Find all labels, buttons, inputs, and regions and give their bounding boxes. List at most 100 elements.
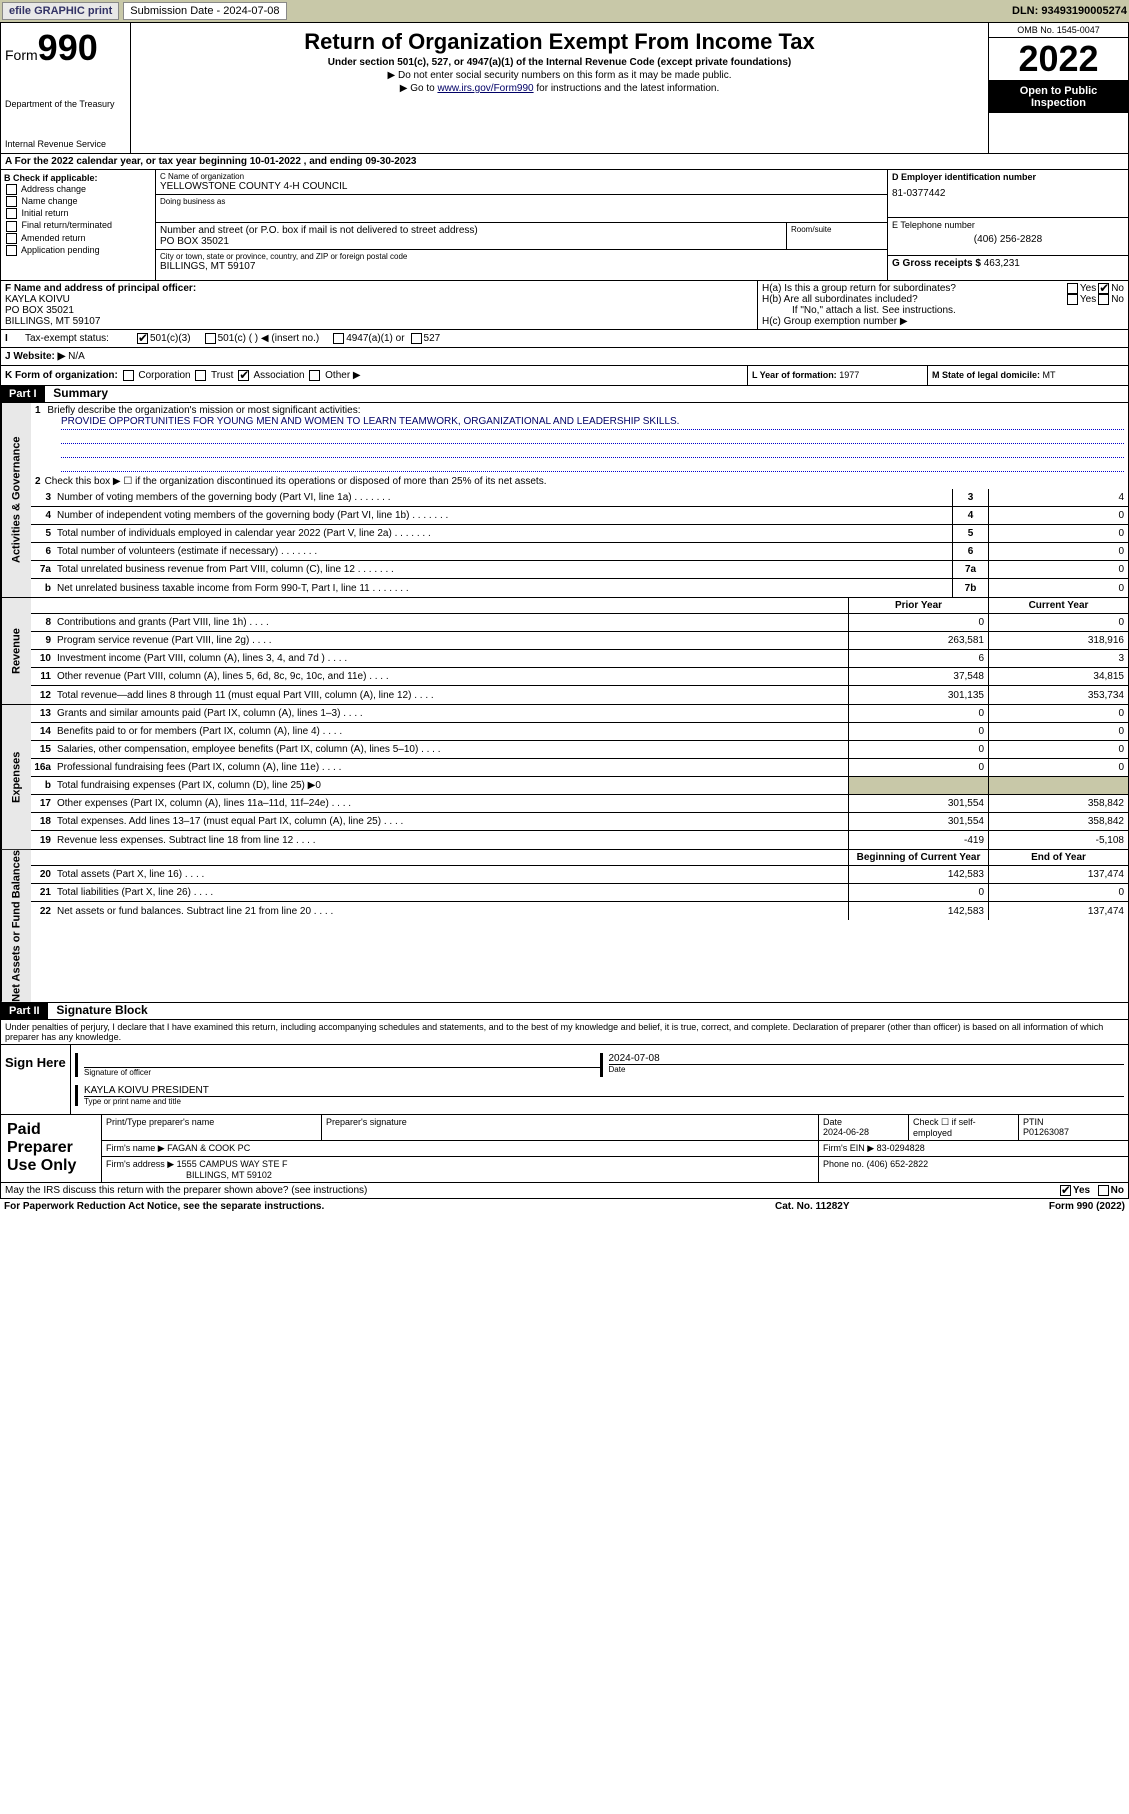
firm-addr-label: Firm's address ▶	[106, 1159, 174, 1169]
firm-phone: (406) 652-2822	[867, 1159, 929, 1169]
part2-badge: Part II	[1, 1003, 48, 1019]
chk-name-change[interactable]	[6, 196, 17, 207]
phone-label: E Telephone number	[892, 220, 1124, 230]
chk-501c3[interactable]	[137, 333, 148, 344]
hb-note: If "No," attach a list. See instructions…	[792, 305, 1124, 316]
officer-label: F Name and address of principal officer:	[5, 283, 753, 294]
tab-expenses: Expenses	[1, 705, 31, 849]
line-16a-text: Professional fundraising fees (Part IX, …	[55, 761, 848, 774]
paperwork-notice: For Paperwork Reduction Act Notice, see …	[4, 1201, 775, 1212]
suite-label: Room/suite	[787, 223, 887, 249]
current-year-hdr: Current Year	[988, 598, 1128, 613]
cat-no: Cat. No. 11282Y	[775, 1201, 975, 1212]
ha-no[interactable]	[1098, 283, 1109, 294]
line-8-text: Contributions and grants (Part VIII, lin…	[55, 616, 848, 629]
line-15-text: Salaries, other compensation, employee b…	[55, 743, 848, 756]
hc-label: H(c) Group exemption number ▶	[762, 316, 1124, 327]
line-6-text: Total number of volunteers (estimate if …	[55, 545, 952, 558]
domicile-label: M State of legal domicile:	[932, 370, 1040, 380]
city-label: City or town, state or province, country…	[160, 252, 883, 261]
revenue-section: Revenue Prior YearCurrent Year 8Contribu…	[0, 598, 1129, 705]
row-a-tax-year: A For the 2022 calendar year, or tax yea…	[0, 154, 1129, 170]
form-org-label: K Form of organization:	[5, 370, 118, 381]
line16b: Total fundraising expenses (Part IX, col…	[55, 779, 848, 792]
website-label: J Website: ▶	[5, 351, 65, 362]
part2-header-row: Part II Signature Block	[0, 1003, 1129, 1020]
section-b-title: B Check if applicable:	[4, 173, 152, 183]
street-value: PO BOX 35021	[160, 236, 782, 247]
website-value: N/A	[68, 351, 85, 362]
chk-assoc[interactable]	[238, 370, 249, 381]
dln: DLN: 93493190005274	[1012, 5, 1127, 17]
netassets-section: Net Assets or Fund Balances Beginning of…	[0, 850, 1129, 1003]
line-10-text: Investment income (Part VIII, column (A)…	[55, 652, 848, 665]
discuss-no[interactable]	[1098, 1185, 1109, 1196]
phone-value: (406) 256-2828	[892, 234, 1124, 245]
self-employed: Check ☐ if self-employed	[908, 1115, 1018, 1140]
irs-link[interactable]: www.irs.gov/Form990	[437, 83, 533, 94]
discuss-yes[interactable]	[1060, 1185, 1071, 1196]
efile-print-button[interactable]: efile GRAPHIC print	[2, 2, 119, 20]
chk-final-return[interactable]	[6, 221, 17, 232]
org-name-label: C Name of organization	[160, 172, 883, 181]
tab-revenue: Revenue	[1, 598, 31, 704]
row-j: J Website: ▶ N/A	[0, 348, 1129, 366]
ptin-label: PTIN	[1023, 1117, 1044, 1127]
chk-amended[interactable]	[6, 233, 17, 244]
chk-initial-return[interactable]	[6, 208, 17, 219]
tab-activities: Activities & Governance	[1, 403, 31, 597]
line-13-text: Grants and similar amounts paid (Part IX…	[55, 707, 848, 720]
ssn-note: ▶ Do not enter social security numbers o…	[137, 70, 982, 81]
activities-section: Activities & Governance 1 Briefly descri…	[0, 403, 1129, 598]
ha-label: H(a) Is this a group return for subordin…	[762, 283, 1065, 294]
chk-address-change[interactable]	[6, 184, 17, 195]
street-label: Number and street (or P.O. box if mail i…	[160, 225, 782, 236]
firm-name-label: Firm's name ▶	[106, 1143, 165, 1153]
org-name: YELLOWSTONE COUNTY 4-H COUNCIL	[160, 181, 883, 192]
dba-label: Doing business as	[156, 195, 887, 223]
hb-yes[interactable]	[1067, 294, 1078, 305]
chk-corp[interactable]	[123, 370, 134, 381]
part1-title: Summary	[47, 384, 114, 402]
discuss-text: May the IRS discuss this return with the…	[5, 1185, 1058, 1196]
prep-sig-label: Preparer's signature	[321, 1115, 818, 1140]
line-5-text: Total number of individuals employed in …	[55, 527, 952, 540]
sig-date-label: Date	[609, 1064, 1125, 1074]
section-b: B Check if applicable: Address change Na…	[1, 170, 156, 280]
ptin-value: P01263087	[1023, 1127, 1069, 1137]
city-value: BILLINGS, MT 59107	[160, 261, 883, 272]
domicile-value: MT	[1043, 370, 1056, 380]
mission-text: PROVIDE OPPORTUNITIES FOR YOUNG MEN AND …	[61, 416, 1124, 430]
prep-name-label: Print/Type preparer's name	[101, 1115, 321, 1140]
sig-date-value: 2024-07-08	[609, 1053, 1125, 1064]
chk-other[interactable]	[309, 370, 320, 381]
prior-year-hdr: Prior Year	[848, 598, 988, 613]
line-3-text: Number of voting members of the governin…	[55, 491, 952, 504]
topbar: efile GRAPHIC print Submission Date - 20…	[0, 0, 1129, 22]
firm-ein: 83-0294828	[877, 1143, 925, 1153]
ha-yes[interactable]	[1067, 283, 1078, 294]
officer-addr2: BILLINGS, MT 59107	[5, 316, 753, 327]
hb-no[interactable]	[1098, 294, 1109, 305]
tab-netassets: Net Assets or Fund Balances	[1, 850, 31, 1002]
ein-label: D Employer identification number	[892, 172, 1124, 182]
line-17-text: Other expenses (Part IX, column (A), lin…	[55, 797, 848, 810]
chk-app-pending[interactable]	[6, 245, 17, 256]
chk-527[interactable]	[411, 333, 422, 344]
open-to-public: Open to Public Inspection	[989, 81, 1128, 113]
chk-trust[interactable]	[195, 370, 206, 381]
tax-exempt-label: Tax-exempt status:	[25, 333, 135, 344]
firm-phone-label: Phone no.	[823, 1159, 864, 1169]
part2-title: Signature Block	[50, 1001, 153, 1019]
sig-officer-label: Signature of officer	[84, 1067, 600, 1077]
chk-501c[interactable]	[205, 333, 216, 344]
form-word: Form	[5, 47, 38, 63]
form-subtitle: Under section 501(c), 527, or 4947(a)(1)…	[137, 57, 982, 68]
gross-label: G Gross receipts $	[892, 258, 981, 269]
perjury-declaration: Under penalties of perjury, I declare th…	[1, 1020, 1128, 1044]
ein-value: 81-0377442	[892, 188, 1124, 199]
firm-name: FAGAN & COOK PC	[167, 1143, 250, 1153]
line-14-text: Benefits paid to or for members (Part IX…	[55, 725, 848, 738]
chk-4947[interactable]	[333, 333, 344, 344]
officer-name: KAYLA KOIVU	[5, 294, 753, 305]
